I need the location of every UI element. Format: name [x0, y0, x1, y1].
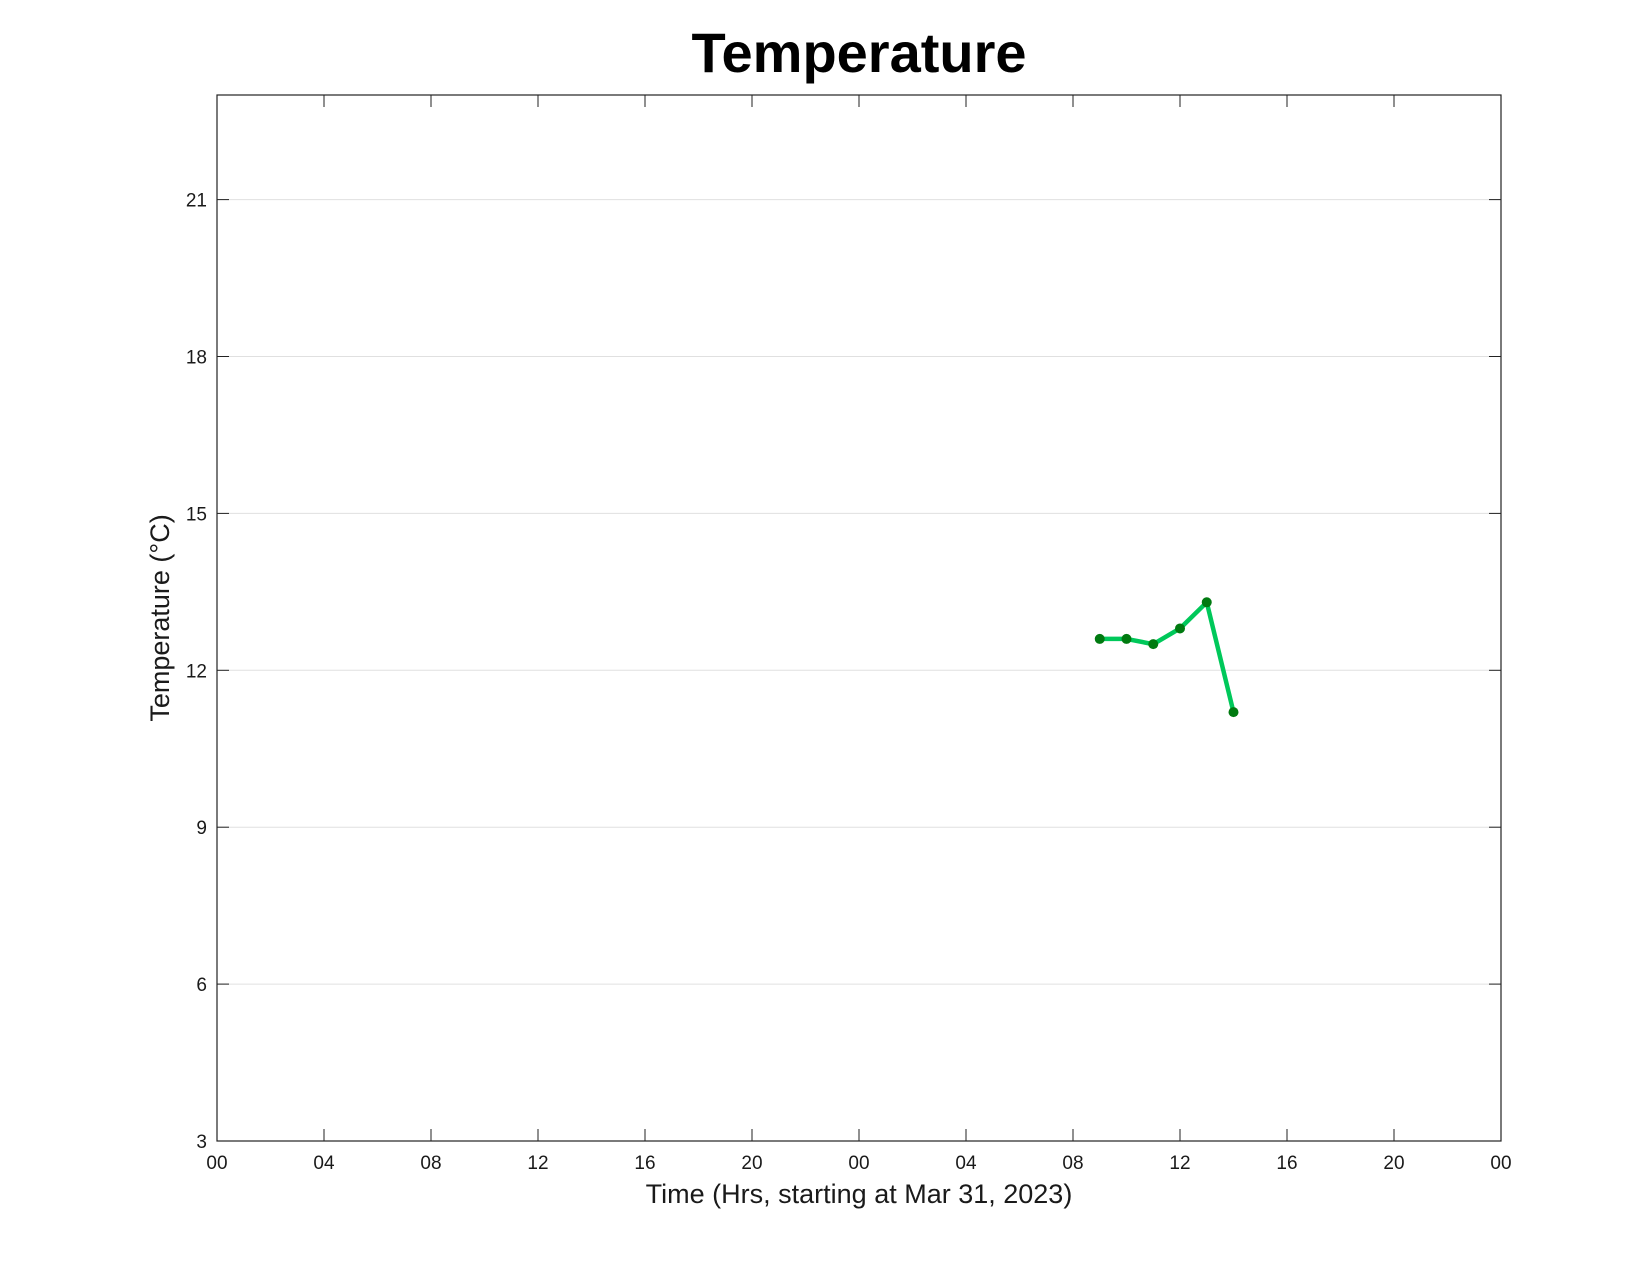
data-point: [1228, 707, 1239, 718]
chart-title: Temperature: [691, 21, 1026, 84]
x-tick-label: 12: [1169, 1153, 1190, 1174]
y-tick-label: 21: [186, 191, 207, 212]
data-point: [1201, 597, 1212, 608]
x-tick-label: 04: [313, 1153, 335, 1174]
data-point: [1175, 623, 1185, 634]
x-tick-label: 00: [1490, 1153, 1511, 1174]
x-axis-label: Time (Hrs, starting at Mar 31, 2023): [646, 1179, 1073, 1209]
data-point: [1094, 633, 1105, 644]
y-tick-label: 12: [186, 661, 207, 682]
y-tick-label: 6: [196, 975, 207, 996]
data-point: [1121, 633, 1132, 644]
x-tick-label: 12: [527, 1153, 548, 1174]
y-tick-label: 3: [196, 1132, 207, 1153]
x-tick-label: 20: [741, 1153, 762, 1174]
plot-frame: [216, 94, 1502, 1142]
x-tick-label: 00: [848, 1153, 869, 1174]
y-tick-label: 18: [186, 348, 207, 369]
x-tick-label: 16: [1276, 1153, 1297, 1174]
data-point: [1148, 639, 1159, 650]
x-tick-label: 08: [1062, 1153, 1083, 1174]
y-tick-label: 15: [186, 504, 207, 525]
x-tick-label: 16: [634, 1153, 655, 1174]
x-tick-label: 08: [420, 1153, 441, 1174]
x-tick-label: 20: [1383, 1153, 1404, 1174]
x-tick-label: 04: [955, 1153, 977, 1174]
data-line: [1099, 600, 1236, 713]
y-tick-label: 9: [196, 818, 207, 839]
x-tick-label: 00: [206, 1153, 227, 1174]
y-axis-label: Temperature (°C): [145, 514, 175, 721]
